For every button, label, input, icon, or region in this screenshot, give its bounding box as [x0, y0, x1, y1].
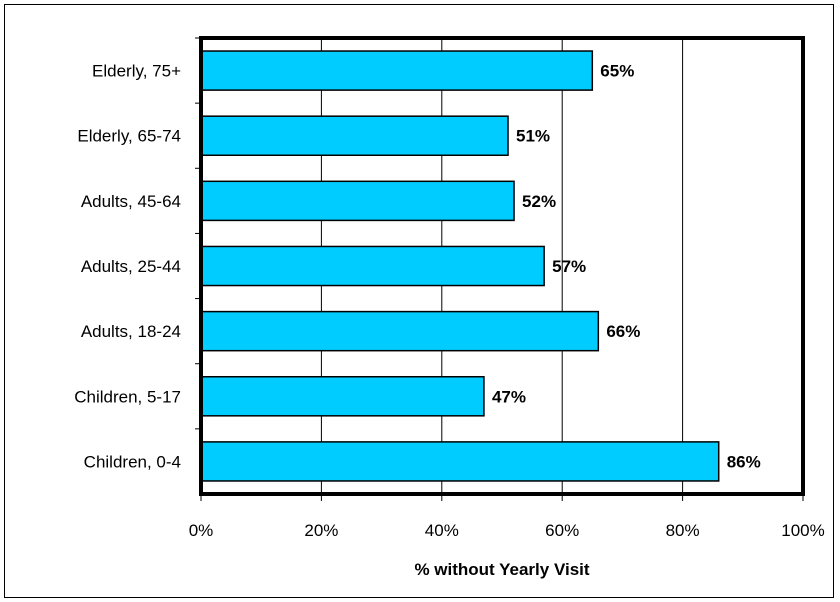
bar: [200, 375, 485, 417]
x-tick-label: 80%: [666, 521, 700, 540]
bar: [200, 115, 509, 157]
x-tick-label: 100%: [781, 521, 824, 540]
x-tick-label: 40%: [425, 521, 459, 540]
data-label: 65%: [600, 62, 634, 81]
category-label: Children, 0-4: [84, 452, 181, 471]
data-label: 66%: [606, 322, 640, 341]
category-label: Adults, 45-64: [81, 192, 181, 211]
data-label: 47%: [492, 387, 526, 406]
x-tick-label: 0%: [189, 521, 214, 540]
x-axis-title: % without Yearly Visit: [414, 560, 589, 579]
bars: [200, 50, 720, 482]
bar: [200, 441, 720, 482]
x-tick-label: 20%: [304, 521, 338, 540]
data-label: 52%: [522, 192, 556, 211]
bar: [200, 245, 545, 287]
data-labels: 65% 51% 52% 57% 66% 47% 86%: [492, 62, 761, 472]
category-label: Children, 5-17: [74, 387, 181, 406]
bar: [200, 310, 600, 352]
data-label: 51%: [516, 127, 550, 146]
data-label: 57%: [552, 257, 586, 276]
bar: [200, 50, 594, 91]
category-label: Adults, 18-24: [81, 322, 181, 341]
category-label: Elderly, 75+: [92, 62, 181, 81]
bar: [200, 180, 515, 222]
category-labels: Elderly, 75+ Elderly, 65-74 Adults, 45-64 A…: [74, 62, 181, 472]
x-tick-label: 60%: [545, 521, 579, 540]
bar-chart: Elderly, 75+ Elderly, 65-74 Adults, 45-64 A…: [74, 36, 825, 579]
data-label: 86%: [727, 452, 761, 471]
plot-area-border: [199, 36, 805, 496]
category-label: Adults, 25-44: [81, 257, 181, 276]
category-label: Elderly, 65-74: [77, 127, 181, 146]
gridlines: [195, 37, 804, 501]
x-tick-labels: 0% 20% 40% 60% 80% 100%: [189, 521, 825, 540]
chart-frame: Elderly, 75+ Elderly, 65-74 Adults, 45-64 A…: [4, 4, 834, 598]
